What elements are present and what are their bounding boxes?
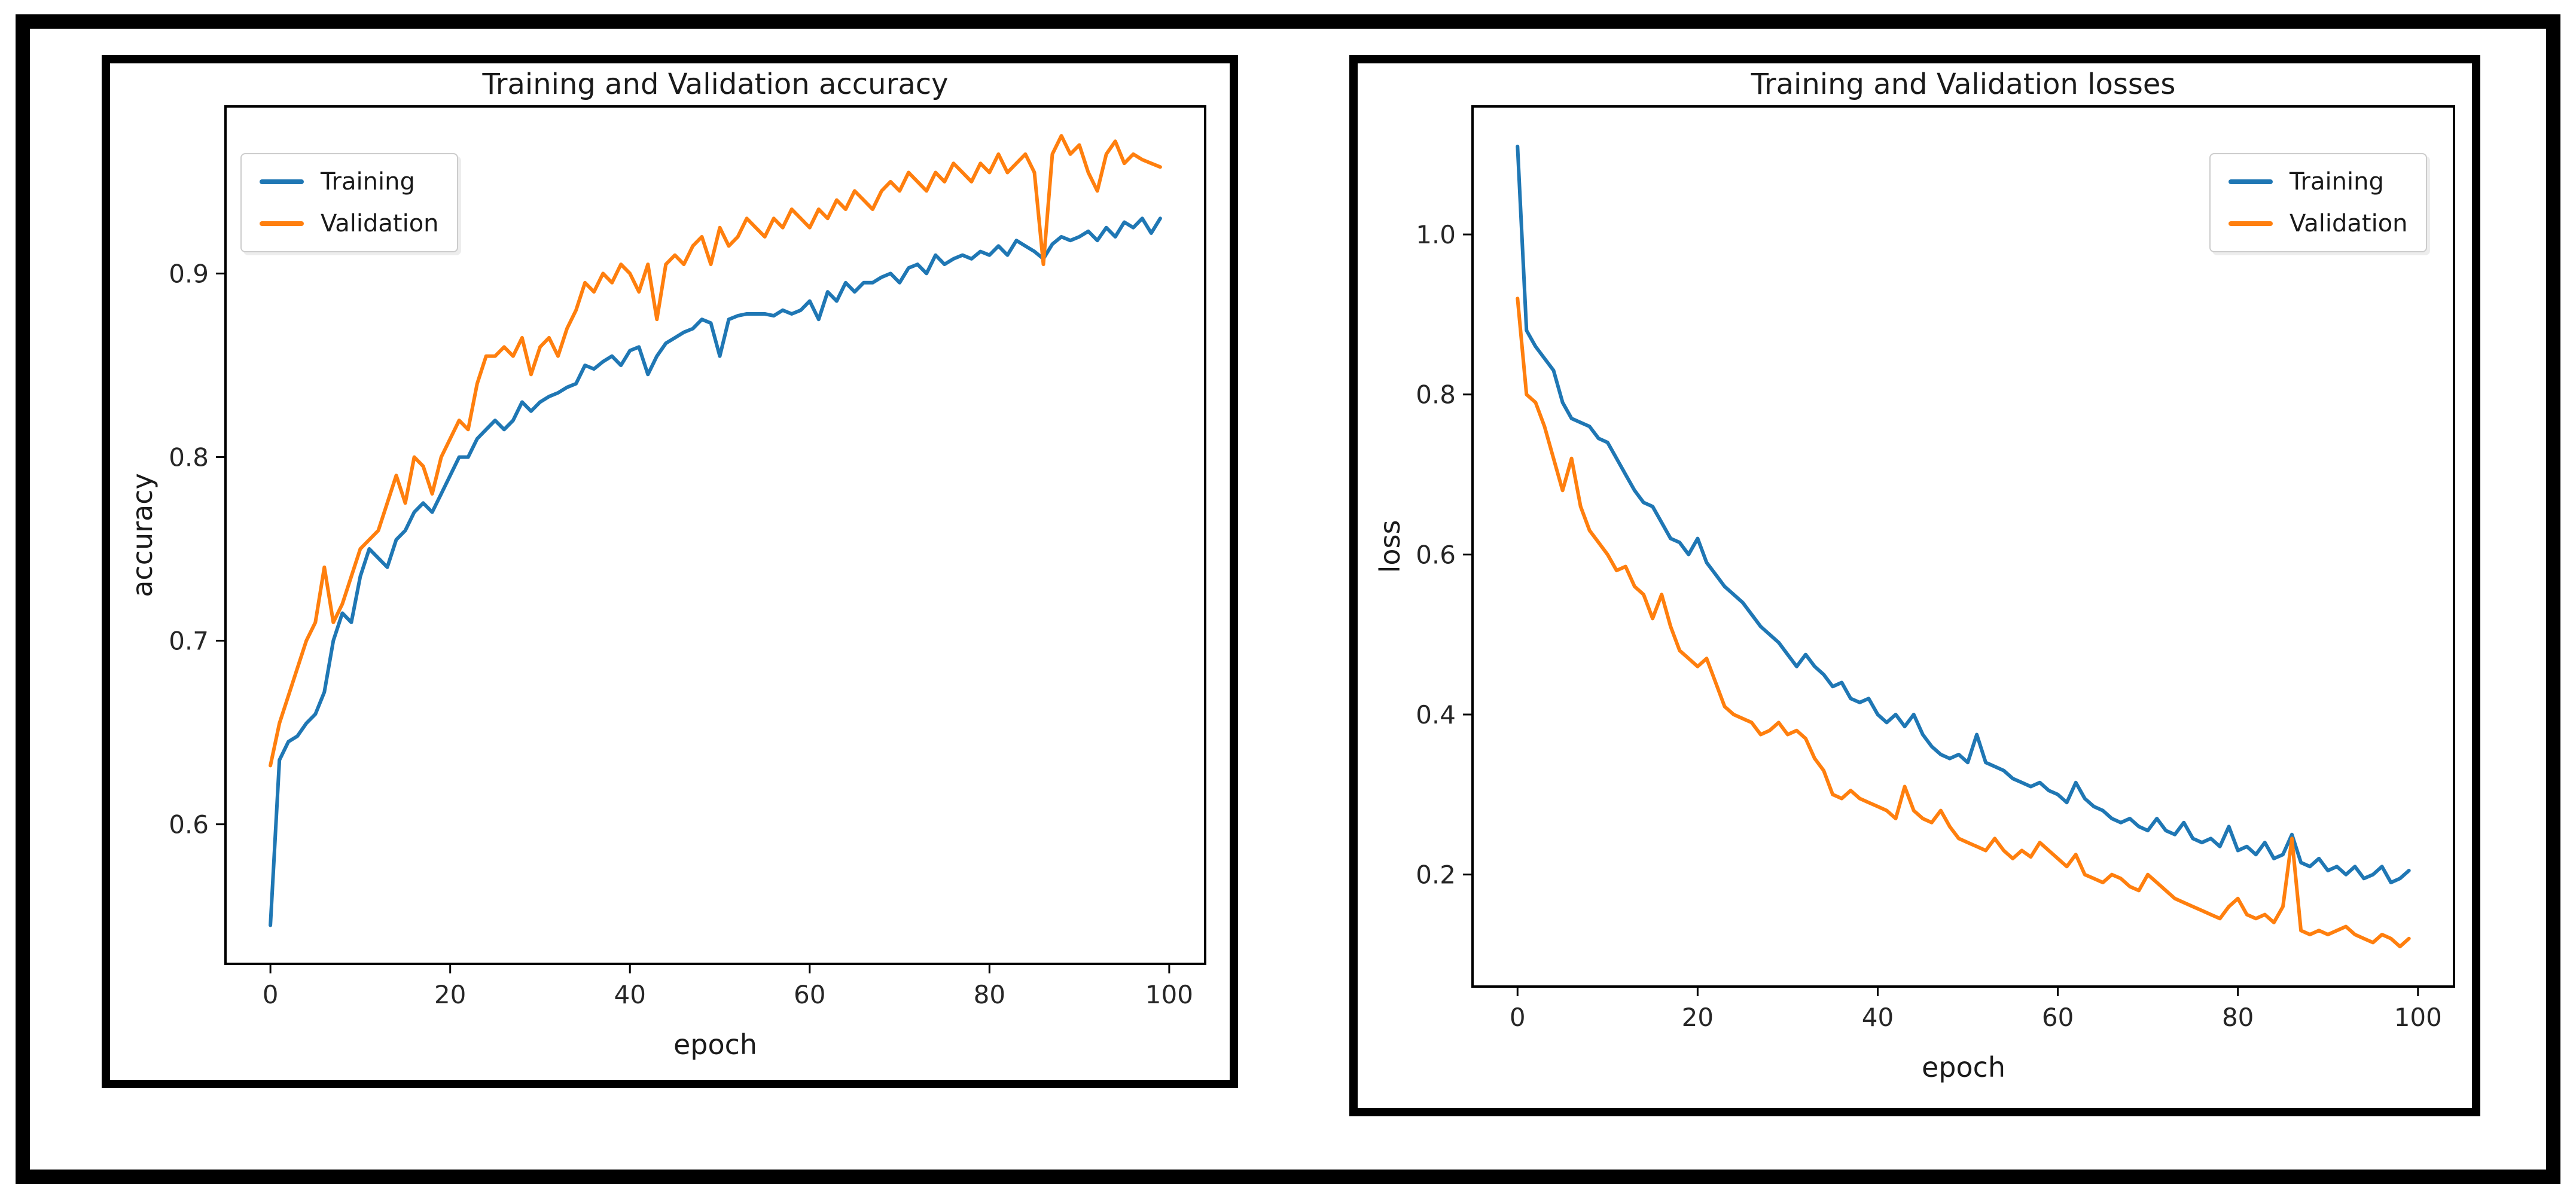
accuracy-training-line: [269, 216, 1162, 927]
accuracy-plot-canvas: 0 20 40 60 80 100 0.6 0.7 0.8 0.9: [169, 105, 1206, 1009]
validation-line-swatch: [260, 221, 304, 226]
legend-item-training: Training: [2229, 167, 2408, 196]
loss-x-tick-label: 60: [2042, 1003, 2074, 1032]
training-line-swatch: [2229, 179, 2273, 184]
loss-y-tick-label: 1.0: [1416, 220, 1456, 249]
loss-x-axis-label: epoch: [1921, 1051, 2006, 1083]
accuracy-x-tick-label: 0: [263, 980, 279, 1009]
accuracy-y-tick-label: 0.6: [169, 810, 209, 839]
loss-plot-border: [1471, 105, 2455, 988]
loss-training-line: [1516, 144, 2411, 884]
loss-x-tick-label: 40: [1862, 1003, 1894, 1032]
accuracy-x-tick-label: 60: [794, 980, 825, 1009]
loss-y-axis-label: loss: [1374, 520, 1406, 573]
accuracy-chart-title: Training and Validation accuracy: [482, 68, 949, 101]
legend-item-validation: Validation: [2229, 209, 2408, 238]
accuracy-x-tick-label: 20: [434, 980, 466, 1009]
legend-item-training: Training: [260, 167, 439, 196]
accuracy-chart-area: Training and Validation accuracy 0 20 40 60…: [110, 63, 1230, 1080]
accuracy-x-tick-label: 100: [1145, 980, 1193, 1009]
accuracy-y-tick-label: 0.8: [169, 442, 209, 472]
loss-x-tick-label: 0: [1510, 1003, 1526, 1032]
loss-chart-title: Training and Validation losses: [1751, 68, 2176, 101]
loss-validation-line: [1516, 297, 2411, 949]
loss-y-tick-label: 0.4: [1416, 700, 1456, 729]
loss-chart-area: Training and Validation losses 0 20 40 60 80…: [1358, 63, 2472, 1108]
loss-panel: Training and Validation losses 0 20 40 60 80…: [1349, 55, 2480, 1116]
accuracy-x-tick-label: 80: [974, 980, 1005, 1009]
accuracy-y-tick-label: 0.7: [169, 627, 209, 656]
accuracy-x-axis-label: epoch: [673, 1028, 758, 1061]
loss-y-tick-label: 0.6: [1416, 540, 1456, 569]
training-line-swatch: [260, 179, 304, 184]
validation-line-swatch: [2229, 221, 2273, 226]
loss-plot-canvas: 0 20 40 60 80 100 0.2 0.4 0.6 0.8 1.0: [1416, 105, 2455, 1032]
accuracy-y-axis-label: accuracy: [126, 473, 158, 597]
loss-x-tick-label: 80: [2222, 1003, 2254, 1032]
accuracy-legend: Training Validation: [240, 153, 458, 252]
accuracy-y-tick-label: 0.9: [169, 259, 209, 288]
loss-y-tick-label: 0.8: [1416, 380, 1456, 410]
accuracy-validation-line: [269, 134, 1162, 768]
loss-y-tick-label: 0.2: [1416, 860, 1456, 890]
legend-label-training: Training: [2290, 168, 2384, 196]
legend-item-validation: Validation: [260, 209, 439, 238]
accuracy-panel: Training and Validation accuracy 0 20 40 60…: [102, 55, 1238, 1088]
loss-x-tick-label: 100: [2394, 1003, 2442, 1032]
loss-x-tick-label: 20: [1682, 1003, 1714, 1032]
legend-label-validation: Validation: [2290, 210, 2408, 237]
accuracy-x-tick-label: 40: [614, 980, 646, 1009]
accuracy-plot-border: [224, 105, 1206, 965]
legend-label-validation: Validation: [321, 210, 439, 237]
loss-legend: Training Validation: [2209, 153, 2427, 252]
legend-label-training: Training: [321, 168, 415, 196]
outer-border: [16, 14, 2560, 1184]
